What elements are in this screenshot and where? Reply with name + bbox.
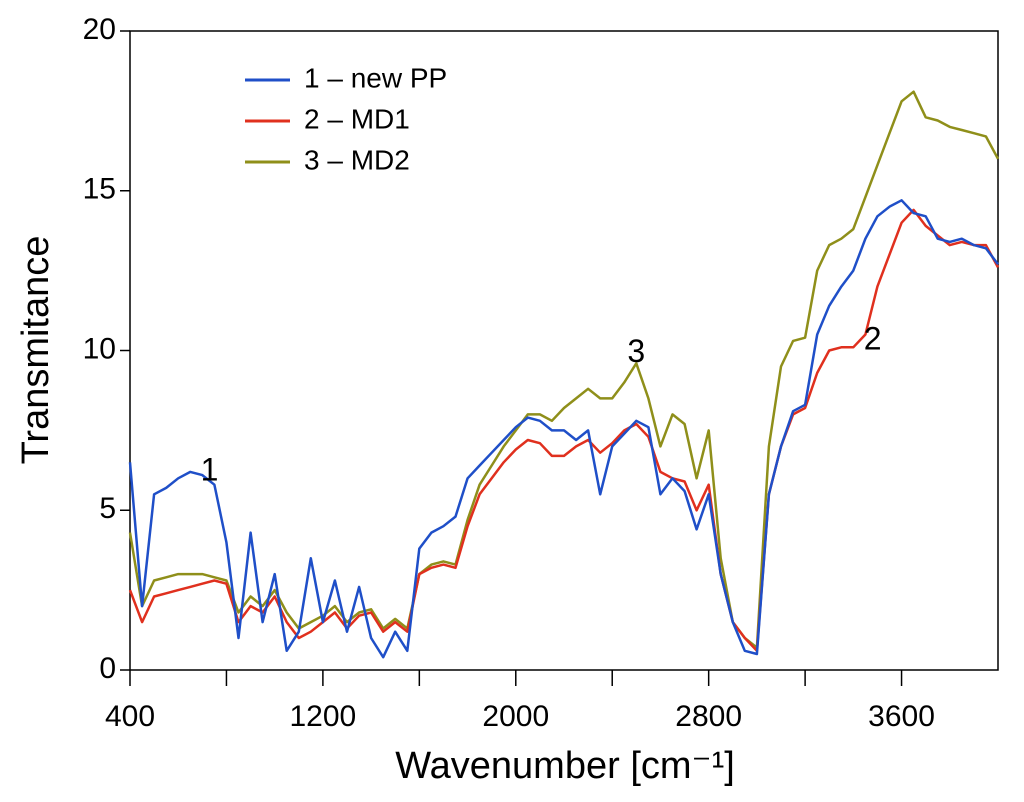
series-line: [128, 90, 1000, 649]
y-tick-label: 20: [83, 13, 116, 46]
x-axis-label: Wavenumber [cm⁻¹]: [395, 745, 735, 787]
annotation: 2: [864, 320, 882, 356]
series-line: [128, 199, 999, 659]
x-tick-label: 400: [105, 700, 155, 733]
x-tick-label: 2000: [482, 700, 549, 733]
y-tick-label: 10: [83, 332, 116, 365]
annotation: 1: [201, 451, 219, 487]
x-tick-label: 1200: [290, 700, 357, 733]
annotation: 3: [627, 333, 645, 369]
legend-label: 1 – new PP: [304, 62, 447, 93]
series-line: [128, 208, 1000, 653]
y-tick-label: 15: [83, 173, 116, 206]
legend-label: 3 – MD2: [304, 144, 410, 175]
legend-label: 2 – MD1: [304, 103, 410, 134]
y-axis-label: Transmitance: [15, 236, 57, 465]
x-tick-label: 2800: [675, 700, 742, 733]
x-tick-label: 3600: [868, 700, 935, 733]
y-tick-label: 0: [99, 652, 116, 685]
y-tick-label: 5: [99, 492, 116, 525]
